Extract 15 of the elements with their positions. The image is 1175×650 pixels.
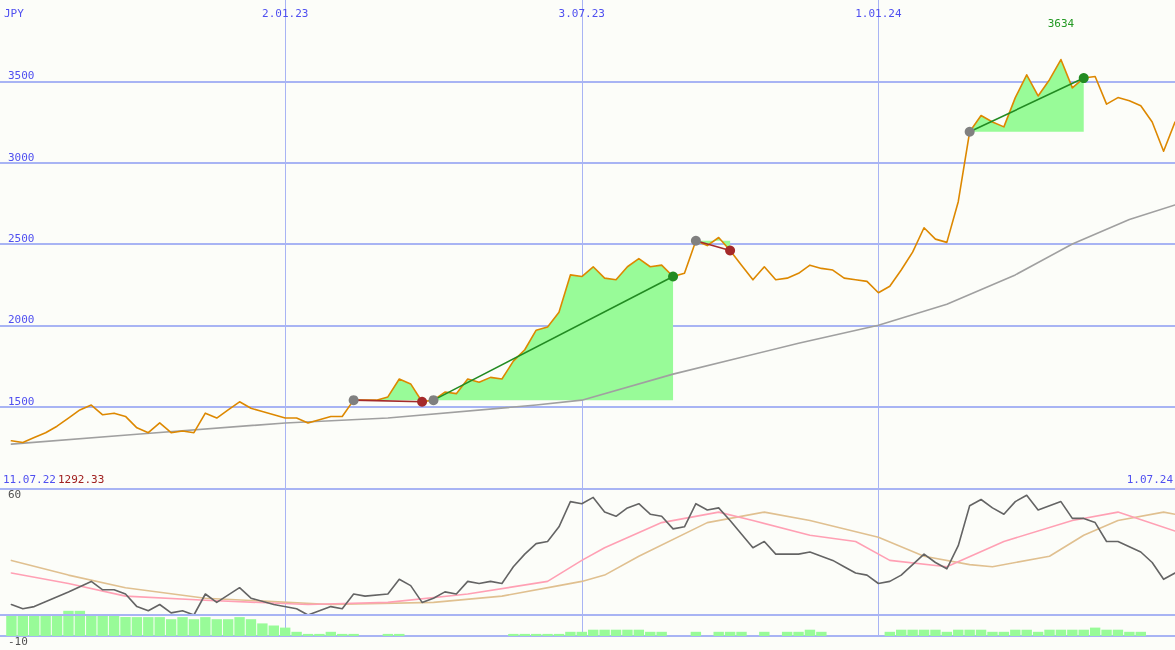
annotation: 1.07.24	[1126, 473, 1174, 486]
y-tick-label: 3000	[8, 150, 35, 164]
x-tick-label: 2.01.23	[262, 7, 309, 20]
x-tick-label: 1.01.24	[855, 7, 902, 20]
y-tick-label: 60	[8, 488, 22, 501]
y-tick-label: 1500	[8, 394, 35, 408]
y-tick-label: 3500	[8, 69, 35, 83]
y-axis-title: JPY	[4, 7, 25, 20]
y-tick-label: -10	[8, 635, 28, 648]
annotation: 11.07.22	[3, 473, 56, 486]
annotation: 1292.33	[58, 473, 105, 486]
y-tick-label: 2000	[8, 313, 35, 327]
x-tick-label: 3.07.23	[558, 7, 605, 20]
annotation: 3634	[1047, 16, 1075, 30]
y-tick-label: 2500	[8, 232, 35, 245]
